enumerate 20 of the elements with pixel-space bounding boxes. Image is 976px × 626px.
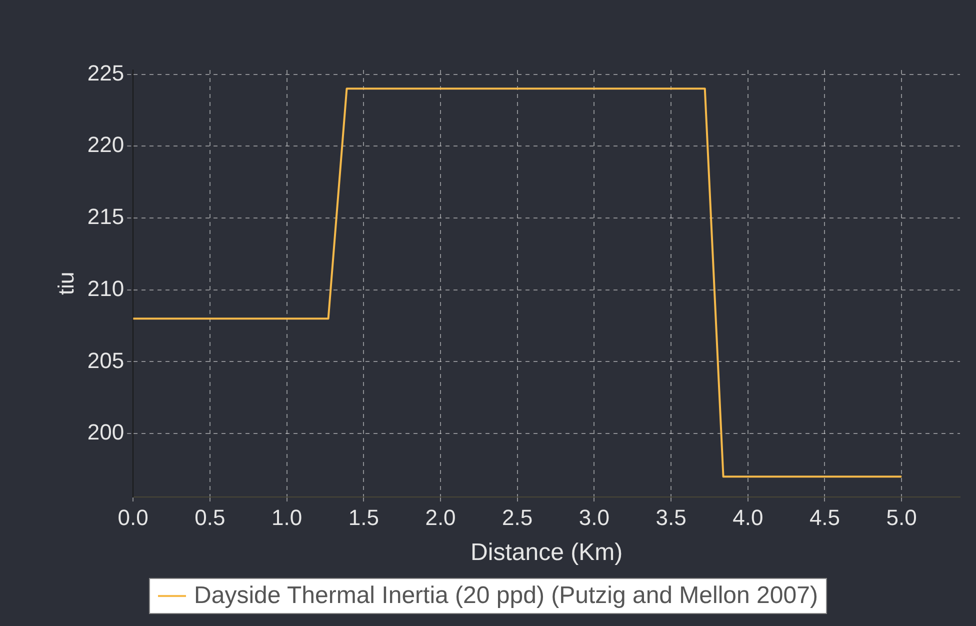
y-tick-label: 200 xyxy=(87,420,124,445)
x-tick-label: 2.5 xyxy=(502,505,533,530)
y-axis-title: tiu xyxy=(53,272,78,296)
x-tick-label: 1.0 xyxy=(272,505,302,530)
x-tick-label: 3.0 xyxy=(578,505,610,530)
x-tick-label: 1.5 xyxy=(348,505,379,530)
x-axis-title: Distance (Km) xyxy=(470,539,623,566)
y-tick-label: 225 xyxy=(87,60,124,86)
y-tick-label: 215 xyxy=(87,204,124,230)
y-tick-label: 210 xyxy=(87,276,124,301)
x-tick-label: 0.0 xyxy=(118,505,148,530)
y-tick-label: 205 xyxy=(87,348,124,373)
x-tick-label: 2.0 xyxy=(425,505,456,530)
x-tick-label: 0.5 xyxy=(194,505,226,530)
legend-label: Dayside Thermal Inertia (20 ppd) (Putzig and Mellon 2007) xyxy=(194,582,818,610)
x-tick-label: 4.0 xyxy=(732,505,764,530)
x-tick-label: 3.5 xyxy=(656,505,686,530)
x-tick-label: 4.5 xyxy=(809,505,840,530)
x-tick-label: 5.0 xyxy=(886,505,917,530)
y-tick-label: 220 xyxy=(87,132,124,158)
